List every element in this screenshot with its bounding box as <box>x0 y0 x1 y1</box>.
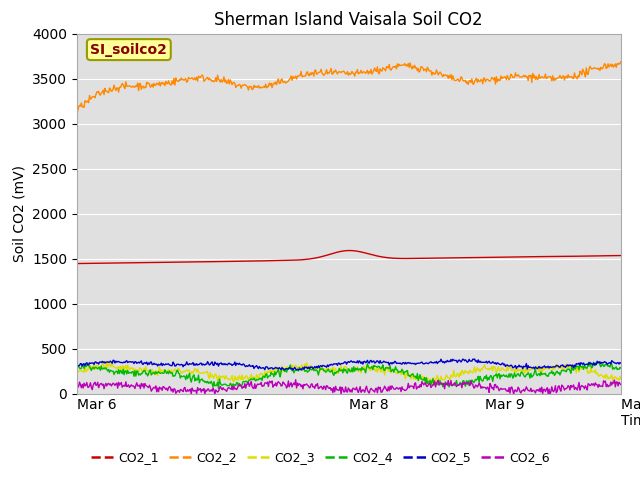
CO2_4 <box>437 382 445 387</box>
CO2_2 <box>170 75 178 81</box>
CO2_2 <box>394 64 402 70</box>
CO2_5 <box>394 360 402 366</box>
CO2_4 <box>617 365 625 371</box>
Y-axis label: Soil CO2 (mV): Soil CO2 (mV) <box>12 165 26 262</box>
CO2_3 <box>320 367 328 372</box>
CO2_6 <box>321 384 328 389</box>
CO2_6 <box>396 385 403 391</box>
CO2_4 <box>320 368 328 374</box>
Line: CO2_2: CO2_2 <box>77 62 621 111</box>
CO2_4 <box>595 359 603 365</box>
CO2_2 <box>437 71 445 76</box>
CO2_1 <box>169 259 177 265</box>
CO2_5 <box>617 360 625 366</box>
CO2_6 <box>214 389 221 395</box>
CO2_1 <box>394 255 402 261</box>
CO2_3 <box>170 368 178 374</box>
CO2_3 <box>103 359 111 364</box>
CO2_2 <box>73 106 81 112</box>
CO2_3 <box>214 378 221 384</box>
Text: SI_soilco2: SI_soilco2 <box>90 43 167 57</box>
CO2_3 <box>484 367 492 372</box>
CO2_2 <box>483 76 491 82</box>
CO2_5 <box>73 363 81 369</box>
CO2_5 <box>289 367 297 373</box>
CO2_2 <box>320 72 328 78</box>
CO2_3 <box>438 377 445 383</box>
CO2_3 <box>617 376 625 382</box>
Legend: CO2_1, CO2_2, CO2_3, CO2_4, CO2_5, CO2_6: CO2_1, CO2_2, CO2_3, CO2_4, CO2_5, CO2_6 <box>86 446 554 469</box>
CO2_4 <box>169 373 177 379</box>
CO2_4 <box>228 386 236 392</box>
CO2_4 <box>213 383 221 388</box>
CO2_5 <box>320 363 328 369</box>
CO2_1 <box>73 261 81 266</box>
Line: CO2_4: CO2_4 <box>77 362 621 389</box>
CO2_3 <box>73 369 81 375</box>
CO2_4 <box>483 377 491 383</box>
CO2_5 <box>484 359 492 365</box>
CO2_5 <box>169 359 177 365</box>
CO2_1 <box>617 252 625 258</box>
Line: CO2_5: CO2_5 <box>77 359 621 370</box>
CO2_6 <box>617 382 625 387</box>
CO2_5 <box>213 361 221 367</box>
CO2_6 <box>73 386 81 392</box>
Line: CO2_6: CO2_6 <box>77 380 621 395</box>
CO2_2 <box>74 108 81 114</box>
CO2_4 <box>73 359 81 365</box>
CO2_6 <box>169 389 177 395</box>
CO2_6 <box>292 377 300 383</box>
CO2_3 <box>428 382 436 387</box>
Line: CO2_1: CO2_1 <box>77 251 621 264</box>
CO2_4 <box>394 370 402 375</box>
CO2_6 <box>211 392 219 397</box>
CO2_5 <box>471 356 479 362</box>
CO2_1 <box>483 254 491 260</box>
CO2_1 <box>346 248 353 253</box>
CO2_5 <box>437 356 445 362</box>
CO2_1 <box>213 259 221 264</box>
CO2_1 <box>437 255 445 261</box>
CO2_6 <box>438 381 445 387</box>
Title: Sherman Island Vaisala Soil CO2: Sherman Island Vaisala Soil CO2 <box>214 11 483 29</box>
CO2_1 <box>319 253 327 259</box>
CO2_6 <box>484 385 492 391</box>
CO2_2 <box>214 72 221 78</box>
CO2_2 <box>617 59 625 65</box>
Line: CO2_3: CO2_3 <box>77 361 621 384</box>
CO2_3 <box>394 370 402 376</box>
